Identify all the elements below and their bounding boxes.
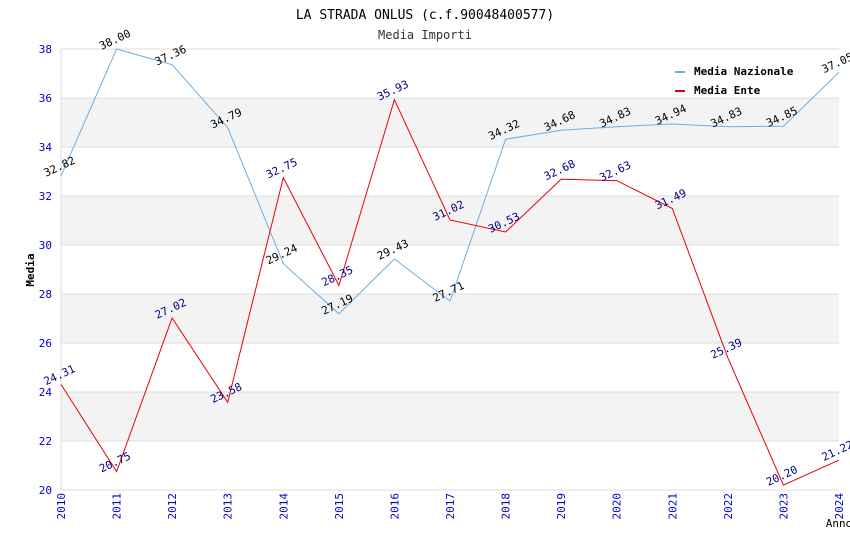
y-tick-label: 20 [39, 484, 52, 497]
data-label: 21.22 [820, 438, 850, 464]
series-line-media-ente [60, 98, 840, 486]
x-tick-label: 2024 [833, 493, 846, 520]
x-tick-label: 2017 [444, 493, 457, 520]
gridlines [60, 48, 839, 491]
data-label: 28.35 [320, 263, 356, 289]
y-tick-label: 30 [39, 239, 52, 252]
chart-subtitle: Media Importi [378, 28, 472, 42]
y-tick-label: 22 [39, 435, 52, 448]
y-tick-label: 26 [39, 337, 52, 350]
y-tick-label: 28 [39, 288, 52, 301]
x-axis-ticks: 2010 2011 2012 2013 2014 2015 2016 2017 2018 2019… [55, 493, 846, 520]
data-label: 32.75 [264, 156, 300, 182]
x-tick-label: 2021 [666, 493, 679, 520]
x-tick-label: 2023 [777, 493, 790, 520]
data-label: 20.20 [764, 463, 800, 489]
y-axis-ticks: 20 22 24 26 28 30 32 34 36 38 [39, 43, 53, 497]
legend-label: Media Nazionale [694, 65, 794, 78]
series-lines [60, 48, 840, 486]
x-tick-label: 2013 [222, 493, 235, 520]
series-line-media-nazionale [60, 48, 840, 315]
y-tick-label: 32 [39, 190, 52, 203]
legend-label: Media Ente [694, 84, 761, 97]
x-tick-label: 2020 [611, 493, 624, 520]
x-tick-label: 2022 [722, 493, 735, 520]
data-label: 24.31 [42, 362, 78, 388]
x-axis-label: Anno [826, 517, 850, 530]
data-label: 37.05 [820, 50, 850, 76]
x-tick-label: 2014 [277, 493, 290, 520]
data-label: 20.75 [97, 450, 133, 476]
legend: Media Nazionale Media Ente [675, 65, 794, 97]
plot-band [61, 392, 839, 441]
plot-band [61, 294, 839, 343]
x-tick-label: 2010 [55, 493, 68, 520]
x-tick-label: 2016 [388, 493, 401, 520]
y-tick-label: 34 [39, 141, 53, 154]
x-tick-label: 2018 [500, 493, 513, 520]
x-tick-label: 2015 [333, 493, 346, 520]
data-label: 32.82 [42, 154, 78, 180]
x-tick-label: 2011 [111, 493, 124, 520]
chart-title: LA STRADA ONLUS (c.f.90048400577) [296, 8, 554, 23]
y-tick-label: 36 [39, 92, 52, 105]
plot-band [61, 98, 839, 147]
y-tick-label: 38 [39, 43, 52, 56]
y-axis-label: Media [24, 253, 37, 286]
x-tick-label: 2019 [555, 493, 568, 520]
plot-bands [61, 98, 839, 441]
y-tick-label: 24 [39, 386, 53, 399]
x-tick-label: 2012 [166, 493, 179, 520]
